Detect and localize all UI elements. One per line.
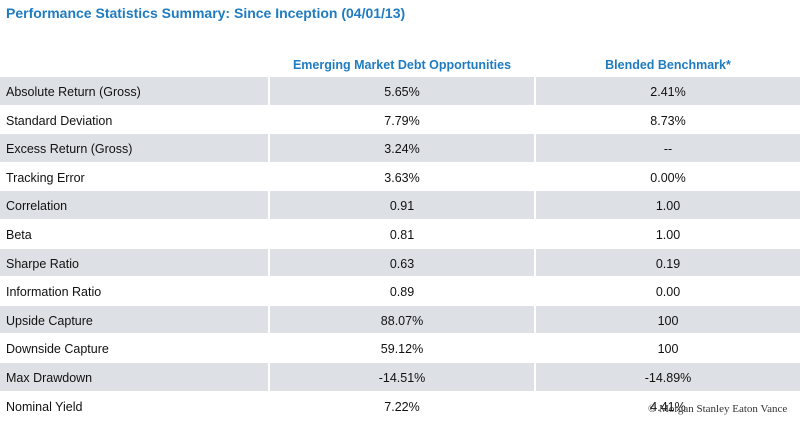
cell-value: 0.19 bbox=[536, 248, 800, 277]
cell-value: 7.22% bbox=[384, 399, 420, 414]
table-row: Downside Capture 59.12% 100 bbox=[0, 334, 800, 363]
row-label: Information Ratio bbox=[6, 285, 102, 300]
cell-value: 0.81 bbox=[389, 228, 415, 242]
cell-value: 100 bbox=[657, 342, 679, 357]
cell-value: -14.51% bbox=[270, 363, 534, 391]
cell-value: 3.24% bbox=[270, 134, 534, 162]
row-label: Nominal Yield bbox=[6, 399, 83, 414]
cell-value: 0.89 bbox=[389, 285, 415, 300]
table-row: Correlation 0.91 1.00 bbox=[0, 191, 800, 220]
row-label: Absolute Return (Gross) bbox=[0, 77, 268, 105]
cell-value: 0.00% bbox=[650, 170, 686, 185]
cell-value: -14.89% bbox=[536, 363, 800, 391]
cell-value: 59.12% bbox=[380, 342, 424, 357]
table-row: Upside Capture 88.07% 100 bbox=[0, 305, 800, 335]
column-header: Emerging Market Debt Opportunities bbox=[292, 58, 512, 72]
cell-value: 0.91 bbox=[270, 191, 534, 219]
cell-value: 1.00 bbox=[655, 228, 681, 242]
table-row: Standard Deviation 7.79% 8.73% bbox=[0, 106, 800, 135]
cell-value: 4.41% bbox=[650, 399, 686, 414]
cell-value: 1.00 bbox=[536, 191, 800, 219]
table-row: Information Ratio 0.89 0.00 bbox=[0, 277, 800, 306]
cell-value: 0.63 bbox=[270, 248, 534, 277]
cell-value: 2.41% bbox=[536, 77, 800, 105]
table-row: Sharpe Ratio 0.63 0.19 bbox=[0, 248, 800, 278]
cell-value: 100 bbox=[536, 305, 800, 334]
table-row: Excess Return (Gross) 3.24% -- bbox=[0, 134, 800, 163]
copyright: © Morgan Stanley Eaton Vance bbox=[648, 403, 788, 415]
cell-value: 0.00 bbox=[655, 285, 681, 300]
row-label: Standard Deviation bbox=[6, 113, 113, 128]
table-row: Nominal Yield 7.22% 4.41% bbox=[0, 392, 800, 421]
column-header: Blended Benchmark* bbox=[605, 58, 731, 72]
cell-value: 88.07% bbox=[270, 305, 534, 334]
row-label: Sharpe Ratio bbox=[0, 248, 268, 277]
cell-value: 8.73% bbox=[650, 113, 686, 128]
row-label: Max Drawdown bbox=[0, 363, 268, 391]
row-label: Correlation bbox=[0, 191, 268, 219]
table-row: Absolute Return (Gross) 5.65% 2.41% bbox=[0, 77, 800, 106]
cell-value: 7.79% bbox=[384, 113, 420, 128]
title: Performance Statistics Summary: Since In… bbox=[6, 5, 406, 21]
row-label: Downside Capture bbox=[6, 342, 109, 357]
row-label: Excess Return (Gross) bbox=[0, 134, 268, 162]
cell-value: -- bbox=[536, 134, 800, 162]
row-label: Beta bbox=[6, 228, 32, 242]
cell-value: 5.65% bbox=[270, 77, 534, 105]
row-label: Upside Capture bbox=[0, 305, 268, 334]
table-row: Beta 0.81 1.00 bbox=[0, 220, 800, 249]
row-label: Tracking Error bbox=[6, 170, 85, 185]
table-row: Tracking Error 3.63% 0.00% bbox=[0, 163, 800, 192]
table-row: Max Drawdown -14.51% -14.89% bbox=[0, 363, 800, 392]
cell-value: 3.63% bbox=[384, 170, 420, 185]
